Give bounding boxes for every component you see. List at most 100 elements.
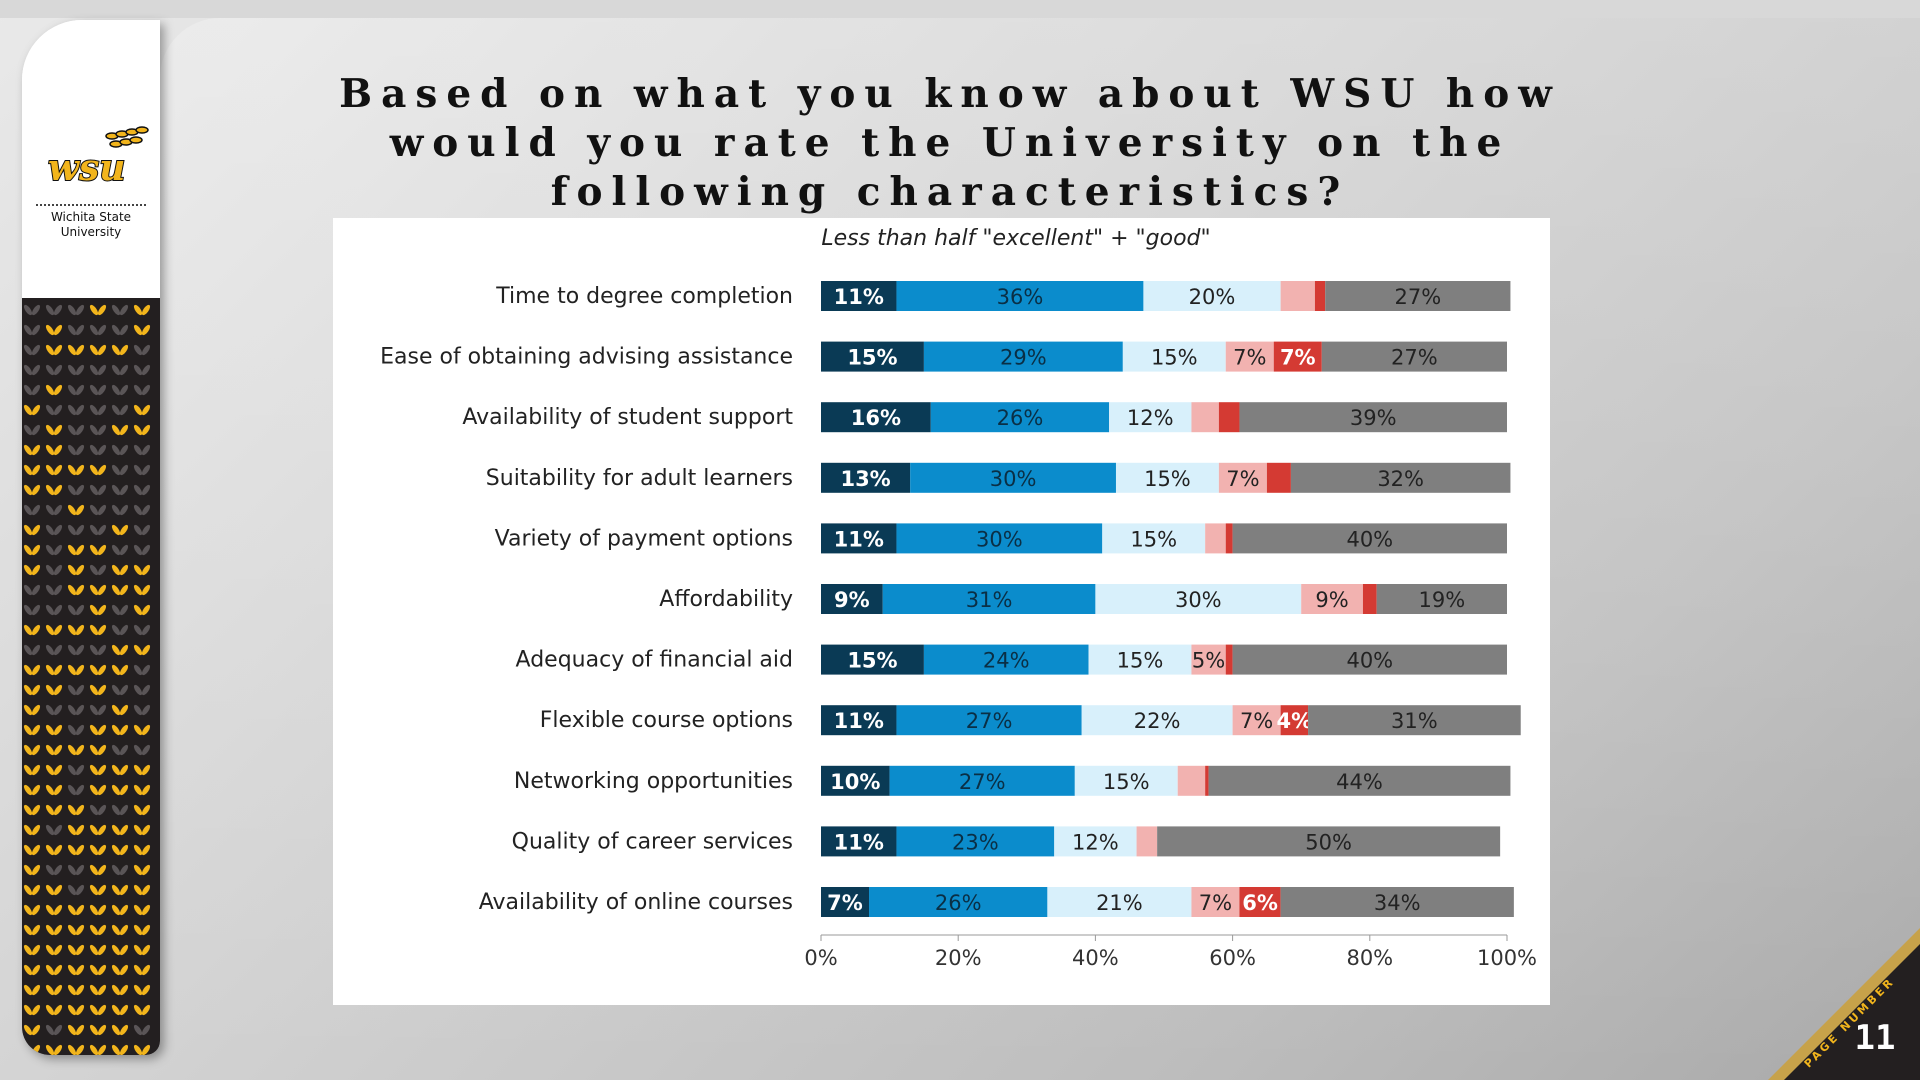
- wheat-kernel: [22, 624, 33, 637]
- wheat-kernel: [22, 644, 33, 657]
- wheat-kernel: [96, 1044, 107, 1055]
- wheat-kernel: [74, 604, 85, 617]
- wheat-kernel: [96, 324, 107, 337]
- data-label: 11%: [834, 830, 884, 854]
- data-label: 7%: [1226, 467, 1259, 491]
- wheat-kernel: [132, 924, 143, 937]
- wheat-kernel: [140, 464, 151, 477]
- wheat-kernel: [52, 524, 63, 537]
- wheat-kernel: [22, 724, 33, 737]
- wheat-kernel: [74, 744, 85, 757]
- data-label: 27%: [966, 709, 1013, 733]
- wheat-kernel: [118, 344, 129, 357]
- wheat-kernel: [22, 384, 33, 397]
- wheat-kernel: [132, 704, 143, 717]
- wheat-kernel: [118, 504, 129, 517]
- wheat-kernel: [44, 564, 55, 577]
- wheat-kernel: [22, 804, 33, 817]
- category-label: Availability of online courses: [479, 890, 793, 915]
- data-label: 15%: [1144, 467, 1191, 491]
- wheat-kernel: [30, 864, 41, 877]
- wheat-kernel: [118, 664, 129, 677]
- wheat-kernel: [96, 984, 107, 997]
- wheat-kernel: [132, 964, 143, 977]
- wheat-kernel: [22, 824, 33, 837]
- wheat-kernel: [30, 924, 41, 937]
- wheat-kernel: [30, 744, 41, 757]
- wheat-kernel: [52, 1004, 63, 1017]
- wheat-kernel: [52, 824, 63, 837]
- data-label: 31%: [966, 588, 1013, 612]
- wheat-kernel: [118, 384, 129, 397]
- wheat-kernel: [118, 924, 129, 937]
- wheat-kernel: [74, 364, 85, 377]
- wheat-kernel: [96, 464, 107, 477]
- wheat-kernel: [88, 724, 99, 737]
- wheat-kernel: [44, 824, 55, 837]
- wheat-kernel: [140, 644, 151, 657]
- wheat-kernel: [96, 904, 107, 917]
- wheat-kernel: [132, 864, 143, 877]
- wheat-kernel: [30, 344, 41, 357]
- wheat-kernel: [52, 304, 63, 317]
- wheat-kernel: [96, 304, 107, 317]
- wheat-kernel: [118, 884, 129, 897]
- wheat-kernel: [66, 604, 77, 617]
- wheat-kernel: [140, 804, 151, 817]
- wheat-kernel: [44, 1024, 55, 1037]
- wheat-kernel: [132, 364, 143, 377]
- category-label: Time to degree completion: [495, 284, 793, 309]
- wheat-kernel: [96, 504, 107, 517]
- wheat-kernel: [44, 364, 55, 377]
- wheat-kernel: [66, 484, 77, 497]
- wheat-kernel: [132, 464, 143, 477]
- wheat-kernel: [132, 524, 143, 537]
- wheat-kernel: [44, 644, 55, 657]
- wheat-kernel: [132, 564, 143, 577]
- wheat-kernel: [52, 944, 63, 957]
- wheat-kernel: [22, 584, 33, 597]
- wheat-kernel: [44, 504, 55, 517]
- wheat-kernel: [66, 584, 77, 597]
- wheat-kernel: [118, 564, 129, 577]
- bar-segment-poor: [1205, 523, 1226, 553]
- wheat-kernel: [30, 704, 41, 717]
- wheat-kernel: [66, 924, 77, 937]
- data-label: 31%: [1391, 709, 1438, 733]
- wheat-kernel: [74, 884, 85, 897]
- chart-subtitle: Less than half "excellent" + "good": [821, 226, 1210, 251]
- bar-segment-poor: [1137, 826, 1158, 856]
- wheat-kernel: [140, 724, 151, 737]
- wheat-kernel: [66, 304, 77, 317]
- wheat-kernel: [118, 704, 129, 717]
- wheat-kernel: [74, 584, 85, 597]
- data-label: 9%: [834, 588, 870, 612]
- data-label: 15%: [847, 649, 897, 673]
- wheat-kernel: [30, 304, 41, 317]
- wheat-kernel: [74, 764, 85, 777]
- wheat-kernel: [66, 404, 77, 417]
- wheat-kernel: [66, 984, 77, 997]
- bar-segment-poor: [1281, 281, 1315, 311]
- wheat-kernel: [96, 564, 107, 577]
- wheat-kernel: [22, 304, 33, 317]
- wheat-kernel: [74, 384, 85, 397]
- wheat-kernel: [96, 604, 107, 617]
- data-label: 30%: [976, 527, 1023, 551]
- wheat-kernel: [74, 304, 85, 317]
- wheat-kernel: [52, 464, 63, 477]
- wheat-kernel: [88, 644, 99, 657]
- wheat-kernel: [30, 324, 41, 337]
- wheat-kernel: [30, 424, 41, 437]
- wheat-kernel: [88, 864, 99, 877]
- wheat-kernel: [132, 1044, 143, 1055]
- wheat-kernel: [110, 304, 121, 317]
- wheat-kernel: [66, 524, 77, 537]
- wheat-kernel: [140, 784, 151, 797]
- wheat-kernel: [66, 424, 77, 437]
- wheat-kernel: [52, 844, 63, 857]
- wheat-kernel: [30, 604, 41, 617]
- wheat-kernel: [96, 764, 107, 777]
- wheat-kernel: [52, 904, 63, 917]
- wheat-kernel: [132, 844, 143, 857]
